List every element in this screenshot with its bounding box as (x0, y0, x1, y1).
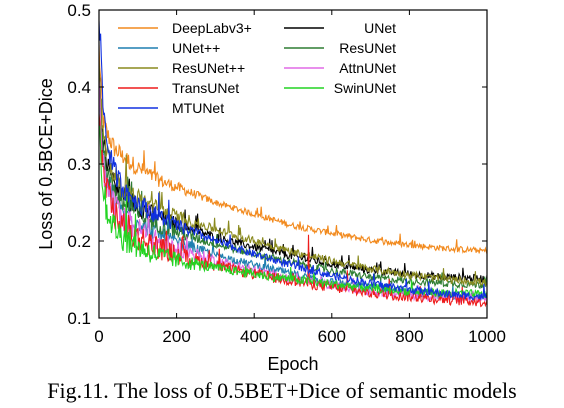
plot-frame (98, 9, 488, 319)
series-line-transunet (99, 113, 487, 308)
legend-label: UNet (364, 20, 396, 36)
y-tick-label: 0.2 (67, 232, 91, 251)
legend-label: SwinUNet (334, 80, 396, 96)
legend-label: DeepLabv3+ (172, 20, 252, 36)
y-tick-label: 0.3 (67, 155, 91, 174)
legend-label: AttnUNet (339, 60, 396, 76)
series-line-swinunet (99, 125, 487, 299)
series-line-mtunet (99, 21, 487, 301)
legend-label: MTUNet (172, 100, 224, 116)
legend-label: TransUNet (172, 80, 239, 96)
legend-label: UNet++ (172, 40, 220, 56)
x-tick-label: 0 (94, 327, 103, 346)
y-axis-title: Loss of 0.5BCE+Dice (36, 78, 56, 250)
x-tick-label: 400 (240, 327, 268, 346)
series-line-resunet- (99, 59, 487, 287)
legend: DeepLabv3+ UNet UNet++ ResUNet ResUNet++ Attn… (118, 20, 396, 116)
series-line-resunet (99, 72, 487, 289)
series-line-attnunet (99, 79, 487, 304)
loss-chart: 0 200 400 600 800 1000 0.1 0.2 0.3 0.4 0.5 Epoch L… (36, 1, 506, 374)
series-line-unet- (99, 92, 487, 303)
series-line-deeplabv3- (99, 45, 487, 254)
x-axis-title: Epoch (267, 354, 318, 374)
y-tick-label: 0.1 (67, 309, 91, 328)
ticks-layer: 0 200 400 600 800 1000 0.1 0.2 0.3 0.4 0.5 (67, 1, 506, 346)
figure-caption: Fig.11. The loss of 0.5BET+Dice of seman… (47, 378, 517, 403)
x-tick-label: 600 (318, 327, 346, 346)
y-tick-label: 0.5 (67, 1, 91, 20)
x-tick-label: 1000 (468, 327, 506, 346)
x-tick-label: 200 (162, 327, 190, 346)
legend-label: ResUNet (339, 40, 396, 56)
legend-label: ResUNet++ (172, 60, 245, 76)
y-tick-label: 0.4 (67, 78, 91, 97)
series-layer (99, 21, 487, 308)
x-tick-label: 800 (395, 327, 423, 346)
